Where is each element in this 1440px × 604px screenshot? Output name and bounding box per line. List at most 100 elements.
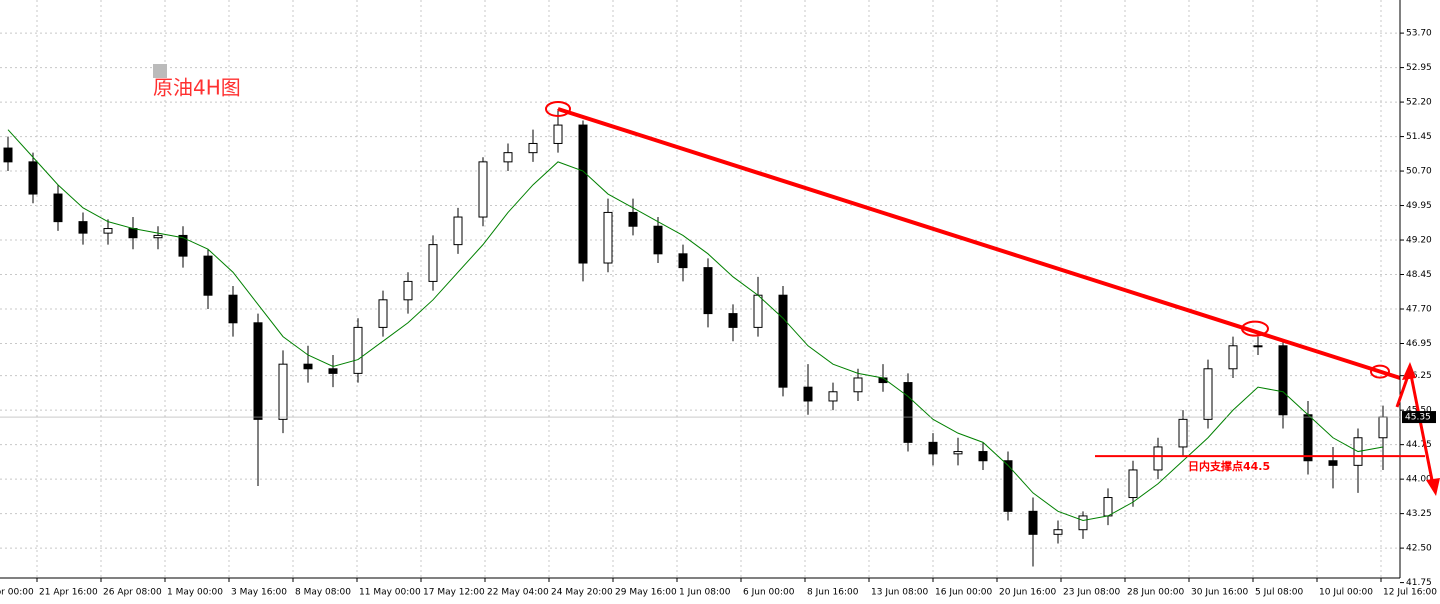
x-tick-label: 8 Jun 16:00 [807,588,859,598]
y-tick-label: 46.25 [1406,371,1432,381]
x-tick-label: 8 May 08:00 [295,588,351,598]
y-tick-label: 52.95 [1406,63,1432,73]
candle-body [1278,345,1288,416]
x-tick-label: 1 Jun 08:00 [679,588,731,598]
y-tick-label: 41.75 [1406,578,1432,588]
candle-body [53,193,63,223]
candle-body [553,124,563,144]
y-tick-label: 51.45 [1406,132,1432,142]
candle-body [1203,368,1213,420]
candle-body [703,267,713,315]
x-tick-label: 21 Apr 16:00 [39,588,98,598]
y-tick-label: 47.70 [1406,305,1432,315]
candle-body [603,211,613,264]
candle-body [353,326,363,374]
candle-body [3,147,13,163]
x-tick-label: 6 Jun 00:00 [743,588,795,598]
arrow-head [1402,362,1416,380]
x-tick-label: 1 May 00:00 [167,588,223,598]
candle-body [378,299,388,328]
x-tick-label: 24 May 20:00 [551,588,613,598]
price-box [1402,411,1436,424]
moving-average [7,129,1384,522]
candle-body [1053,529,1063,535]
candle-body [128,228,138,239]
y-tick-label: 49.95 [1406,201,1432,211]
y-tick-label: 44.00 [1406,475,1432,485]
x-tick-label: 17 May 12:00 [423,588,485,598]
x-tick-label: 11 May 00:00 [359,588,421,598]
candle-body [1103,497,1113,517]
candle-body [978,451,988,462]
candle-body [228,294,238,324]
x-tick-label: 23 Jun 08:00 [1063,588,1120,598]
trendline [557,107,1400,380]
candle-body [928,441,938,455]
candle-body [678,253,688,269]
x-tick-label: 29 May 16:00 [615,588,677,598]
candle-body [828,391,838,402]
price-label: 45.35 [1405,413,1431,423]
candle-body [453,216,463,246]
y-tick-label: 50.70 [1406,167,1432,177]
x-tick-label: 12 Apr 00:00 [0,588,34,598]
candle-body [903,382,913,443]
candle-body [1378,416,1388,439]
chart-title: 原油4H图 [153,76,241,100]
y-tick-label: 52.20 [1406,98,1432,108]
candle-body [1028,510,1038,535]
candle-body [478,161,488,218]
candle-body [78,221,88,234]
y-tick-label: 46.95 [1406,339,1432,349]
candle-body [178,234,188,257]
x-tick-label: 13 Jun 08:00 [871,588,928,598]
x-tick-label: 28 Jun 00:00 [1127,588,1184,598]
x-tick-label: 10 Jul 00:00 [1319,588,1373,598]
candle-body [803,386,813,402]
peak-circle [1241,320,1269,337]
y-tick-label: 48.45 [1406,270,1432,280]
candle-body [153,234,163,239]
x-tick-label: 12 Jul 16:00 [1383,588,1437,598]
candle-body [278,363,288,420]
y-tick-label: 43.25 [1406,509,1432,519]
candle-body [403,280,413,301]
x-tick-label: 5 Jul 08:00 [1255,588,1304,598]
candle-body [1303,414,1313,462]
candle-body [578,124,588,264]
candle-body [28,161,38,195]
y-tick-label: 49.20 [1406,236,1432,246]
peak-circle [545,100,571,117]
x-tick-label: 26 Apr 08:00 [103,588,162,598]
peak-circle [1370,364,1390,379]
candle-body [303,363,313,370]
title-icon [153,64,167,78]
candle-body [1003,460,1013,512]
candle-body [1178,418,1188,448]
x-tick-label: 30 Jun 16:00 [1191,588,1248,598]
candle-body [628,211,638,227]
candle-body [253,322,263,420]
candle-body [103,228,113,234]
candle-body [853,377,863,393]
candle-body [428,244,438,282]
arrow [1395,364,1436,491]
candle-body [753,294,763,328]
y-tick-label: 53.70 [1406,29,1432,39]
candle-body [1228,345,1238,370]
candle-body [1078,515,1088,531]
y-tick-label: 42.50 [1406,544,1432,554]
candle-body [503,152,513,163]
x-tick-label: 3 May 16:00 [231,588,287,598]
candle-body [528,142,538,154]
candle-body [953,451,963,455]
x-tick-label: 22 May 04:00 [487,588,549,598]
candle-body [1253,345,1263,348]
candle-body [1153,446,1163,471]
x-tick-label: 16 Jun 00:00 [935,588,992,598]
candle-body [1128,469,1138,499]
candle-body [653,225,663,255]
candle-body [778,294,788,388]
